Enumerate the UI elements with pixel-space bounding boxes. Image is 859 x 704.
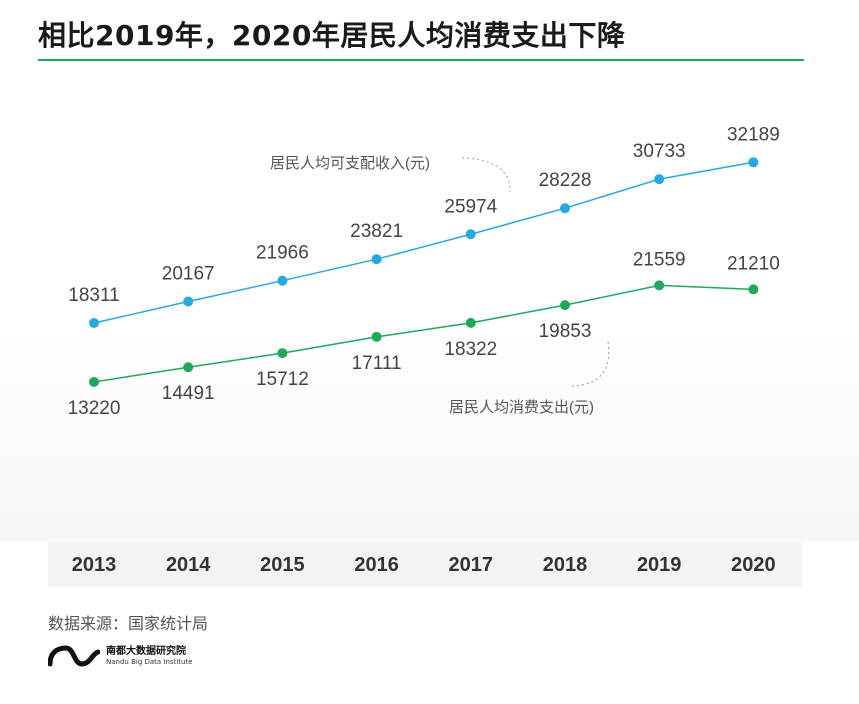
data-point [654,174,665,185]
data-point [748,157,759,168]
x-tick-label: 2016 [354,554,399,576]
data-label: 15712 [256,369,309,390]
x-tick-label: 2014 [166,554,211,576]
x-tick-label: 2019 [637,554,682,576]
annotation-leader-income [461,157,511,193]
x-tick-label: 2013 [72,554,117,576]
data-point [89,318,99,328]
data-point [183,362,194,373]
data-point [277,348,288,359]
data-point [465,317,476,328]
data-label: 28228 [539,170,592,191]
series-label-consumption: 居民人均消费支出(元) [449,399,594,416]
data-label: 20167 [162,264,215,285]
data-label: 21559 [633,249,686,270]
logo-name-cn: 南都大数据研究院 [106,645,186,657]
data-label: 32189 [727,124,780,145]
data-point [654,280,665,291]
plot-background [0,62,859,542]
data-label: 21210 [727,253,780,274]
series-line-1 [93,284,754,383]
logo-name-en: Nandu Big Data Institute [106,657,193,666]
x-tick-label: 2017 [449,554,494,576]
data-point [183,296,194,307]
x-axis-band [48,542,802,587]
x-tick-label: 2020 [731,554,776,576]
data-point [89,376,99,387]
x-tick-label: 2018 [543,554,588,576]
data-label: 21966 [256,243,309,264]
data-label: 23821 [350,221,403,242]
data-point [371,254,382,265]
data-source: 数据来源：国家统计局 [48,614,209,633]
data-point [560,203,570,214]
data-label: 17111 [352,353,402,374]
data-point [748,284,759,295]
series-label-income: 居民人均可支配收入(元) [270,155,430,172]
data-label: 18322 [444,339,497,360]
data-label: 18311 [68,285,119,306]
series-line-0 [93,161,754,324]
data-point [277,275,288,286]
data-label: 30733 [633,141,686,162]
publisher-logo: 南都大数据研究院 Nandu Big Data Institute [48,644,193,668]
data-point [371,331,382,342]
data-label: 14491 [162,383,215,404]
data-label: 25974 [444,196,497,217]
line-chart: 18311 20167 21966 23821 25974 28228 30733 32189… [68,124,780,576]
data-point [560,300,570,311]
data-label: 13220 [68,398,121,419]
data-label: 19853 [539,321,592,342]
title-divider [38,59,804,61]
annotation-leader-consumption [571,341,610,387]
x-tick-label: 2015 [260,554,305,576]
nandu-logo-icon [48,645,100,667]
chart-title: 相比2019年，2020年居民人均消费支出下降 [38,19,626,52]
data-point [465,229,476,240]
